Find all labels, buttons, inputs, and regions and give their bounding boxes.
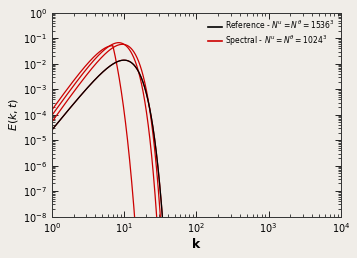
Legend: Reference - $N^u = N^{\theta} = 1536^3$, Spectral - $N^u = N^{\theta} = 1024^3$: Reference - $N^u = N^{\theta} = 1536^3$,…	[206, 17, 337, 50]
X-axis label: k: k	[192, 238, 200, 251]
Y-axis label: $E(k,t)$: $E(k,t)$	[7, 98, 20, 131]
